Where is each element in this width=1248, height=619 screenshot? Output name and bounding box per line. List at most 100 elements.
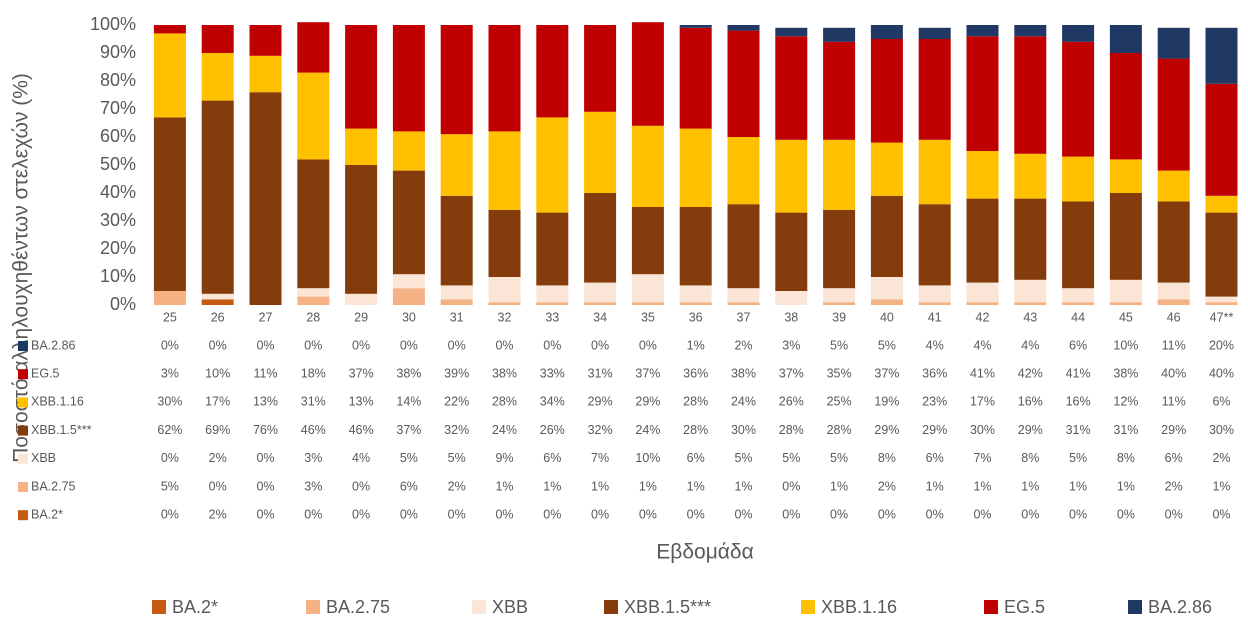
table-cell: 1% [1212,479,1230,493]
bar-segment [775,212,808,291]
legend-label: XBB.1.16 [821,597,897,617]
table-key [18,510,28,521]
table-cell: 11% [1162,338,1186,352]
x-tick-label: 42 [976,310,990,324]
table-cell: 8% [878,451,896,465]
bar-segment [1014,25,1047,37]
bar-segment [536,302,569,305]
bar-segment [775,36,808,140]
bar-segment [727,288,760,303]
x-tick-label: 43 [1023,310,1037,324]
bar-segment [392,25,425,132]
table-cell: 8% [1021,451,1039,465]
table-key [18,369,28,380]
x-tick-label: 26 [211,310,225,324]
bar-segment [823,209,856,289]
table-cell: 0% [1021,507,1039,521]
y-tick-label: 40% [100,182,136,202]
table-cell: 1% [543,479,561,493]
bar-segment [727,302,760,305]
table-cell: 5% [161,479,179,493]
table-cell: 31% [588,366,613,380]
bar-segment [1109,302,1142,305]
table-cell: 5% [448,451,466,465]
bar-segment [918,285,951,303]
table-cell: 5% [878,338,896,352]
table-cell: 76% [253,423,278,437]
table-cell: 0% [878,507,896,521]
bar-segment [201,293,234,300]
bar-segment [679,128,712,207]
legend-swatch [306,600,320,614]
table-cell: 0% [304,338,322,352]
bar-segment [679,302,712,305]
table-cell: 39% [444,366,469,380]
x-tick-label: 35 [641,310,655,324]
bar-segment [297,159,330,289]
table-cell: 0% [400,507,418,521]
table-cell: 0% [161,338,179,352]
bar-segment [201,25,234,53]
bar-segment [775,139,808,213]
table-cell: 28% [683,395,708,409]
table-cell: 5% [782,451,800,465]
bar-segment [153,33,186,118]
table-cell: 30% [970,423,995,437]
legend-swatch [604,600,618,614]
bar-segment [823,27,856,42]
legend-label: BA.2.75 [326,597,390,617]
bar-segment [249,25,282,56]
bar-segment [488,131,521,210]
table-cell: 1% [1069,479,1087,493]
table-cell: 41% [1066,366,1091,380]
bar-segment [584,302,617,305]
table-cell: 1% [591,479,609,493]
bar-segment [201,100,234,294]
table-cell: 0% [639,507,657,521]
table-cell: 6% [400,479,418,493]
table-cell: 0% [1069,507,1087,521]
bar-segment [1014,198,1047,280]
table-cell: 29% [588,395,613,409]
legend-label: XBB.1.5*** [624,597,711,617]
table-cell: 26% [540,423,565,437]
table-row-label: XBB [31,451,56,465]
y-tick-label: 50% [100,154,136,174]
table-cell: 1% [973,479,991,493]
bar-segment [1157,58,1190,171]
bar-segment [1157,201,1190,283]
table-cell: 38% [731,366,756,380]
y-axis-title: Ποσοστό αλληλουχηθέντων στελεχών (%) [10,73,33,463]
bar-segment [1109,279,1142,303]
bar-segment [440,134,473,196]
table-cell: 42% [1018,366,1043,380]
x-tick-label: 44 [1071,310,1085,324]
x-tick-label: 27 [259,310,273,324]
table-cell: 37% [779,366,804,380]
table-cell: 32% [444,423,469,437]
x-tick-label: 31 [450,310,464,324]
table-cell: 2% [734,338,752,352]
legend-swatch [472,600,486,614]
bar-segment [536,25,569,118]
table-cell: 38% [1113,366,1138,380]
bar-segment [153,117,186,292]
table-cell: 1% [926,479,944,493]
table-cell: 0% [352,507,370,521]
table-row-label: BA.2.86 [31,338,76,352]
bar-segment [201,53,234,101]
table-cell: 6% [1165,451,1183,465]
bar-segment [488,25,521,132]
table-cell: 34% [540,395,565,409]
table-cell: 1% [495,479,513,493]
bar-segment [153,291,186,305]
bar-segment [1205,83,1238,196]
table-key [18,482,28,492]
table-cell: 37% [349,366,374,380]
table-cell: 0% [256,479,274,493]
bar-segment [392,131,425,171]
legend-label: XBB [492,597,528,617]
table-cell: 6% [1069,338,1087,352]
table-cell: 28% [779,423,804,437]
